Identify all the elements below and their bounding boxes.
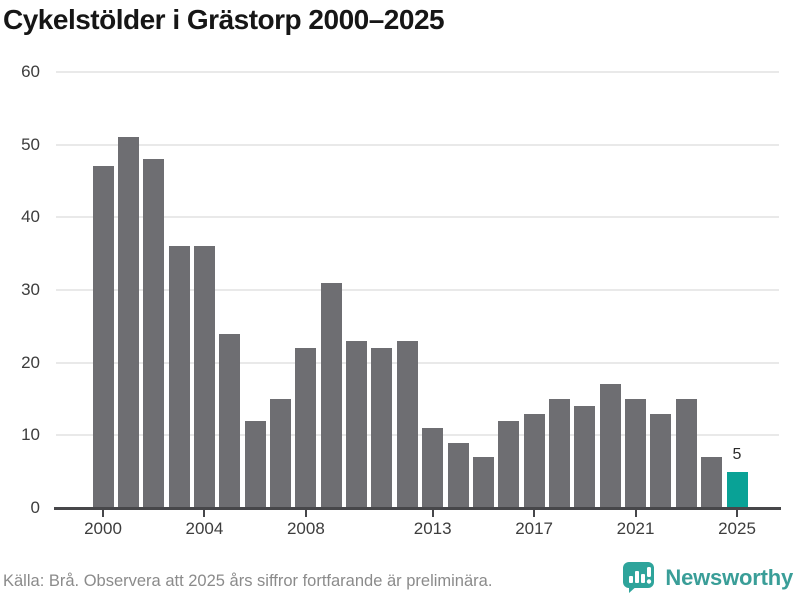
source-note: Källa: Brå. Observera att 2025 års siffr… xyxy=(3,572,493,590)
x-axis-tick-2017 xyxy=(533,510,536,517)
bar-chart: 0 10 20 30 40 50 60 5 2000 2004 2008 2013 2017 2021 20… xyxy=(21,62,781,538)
newsworthy-logo[interactable]: Newsworthy xyxy=(622,561,793,594)
x-axis-label-2004: 2004 xyxy=(185,519,224,538)
x-axis-label-2025: 2025 xyxy=(718,519,756,538)
x-axis-tick-2021 xyxy=(634,510,637,517)
gridline-40 xyxy=(56,216,779,219)
x-axis-tick-2008 xyxy=(304,510,307,517)
x-axis-tick-2004 xyxy=(203,510,206,517)
newsworthy-wordmark: Newsworthy xyxy=(665,564,793,590)
bar-2009 xyxy=(320,282,342,508)
bar-2016 xyxy=(498,420,520,508)
y-axis-label-0: 0 xyxy=(30,498,40,517)
y-axis-label-40: 40 xyxy=(21,207,40,227)
x-axis-label-2000: 2000 xyxy=(84,519,122,538)
y-axis-label-30: 30 xyxy=(21,280,40,299)
x-axis-label-2008: 2008 xyxy=(286,519,325,538)
bar-2014 xyxy=(447,442,469,508)
bar-2011 xyxy=(371,348,393,508)
bar-2006 xyxy=(244,420,266,508)
newsworthy-bubble-chart-icon xyxy=(622,561,658,594)
gridline-50 xyxy=(56,143,779,146)
x-axis-tick-2000 xyxy=(102,510,104,517)
bar-2023 xyxy=(675,399,697,508)
bar-2005 xyxy=(219,333,241,508)
y-axis-label-10: 10 xyxy=(21,425,40,445)
page-title: Cykelstölder i Grästorp 2000–2025 xyxy=(3,4,445,35)
bar-2008 xyxy=(295,348,317,508)
bar-2021 xyxy=(625,399,647,508)
bar-2012 xyxy=(396,340,418,508)
bar-2010 xyxy=(346,340,368,508)
x-axis-line xyxy=(54,507,781,510)
y-axis-label-50: 50 xyxy=(21,134,40,154)
bar-2025 xyxy=(726,471,748,508)
bar-2004 xyxy=(193,246,215,508)
gridline-60 xyxy=(56,71,779,73)
bar-2019 xyxy=(574,406,596,508)
x-axis-tick-2013 xyxy=(431,510,434,517)
bar-2000 xyxy=(92,166,114,508)
x-axis-label-2013: 2013 xyxy=(413,519,452,538)
bar-2001 xyxy=(117,137,139,508)
x-axis-tick-2025 xyxy=(736,510,738,517)
bar-2020 xyxy=(599,384,621,508)
bar-2003 xyxy=(168,246,190,508)
bar-2013 xyxy=(422,428,444,508)
bar-2018 xyxy=(548,399,570,508)
y-axis-label-20: 20 xyxy=(21,352,40,372)
y-axis-label-60: 60 xyxy=(21,62,40,81)
gridline-30 xyxy=(56,289,779,291)
bar-2017 xyxy=(523,413,545,508)
bar-2024 xyxy=(701,457,723,508)
x-axis-label-2021: 2021 xyxy=(616,519,655,538)
highlighted-bar-value: 5 xyxy=(732,445,742,463)
x-axis-label-2017: 2017 xyxy=(515,519,554,538)
bar-2002 xyxy=(143,159,165,508)
bar-2007 xyxy=(270,399,292,508)
bar-2015 xyxy=(472,457,494,508)
bar-2022 xyxy=(650,413,672,508)
